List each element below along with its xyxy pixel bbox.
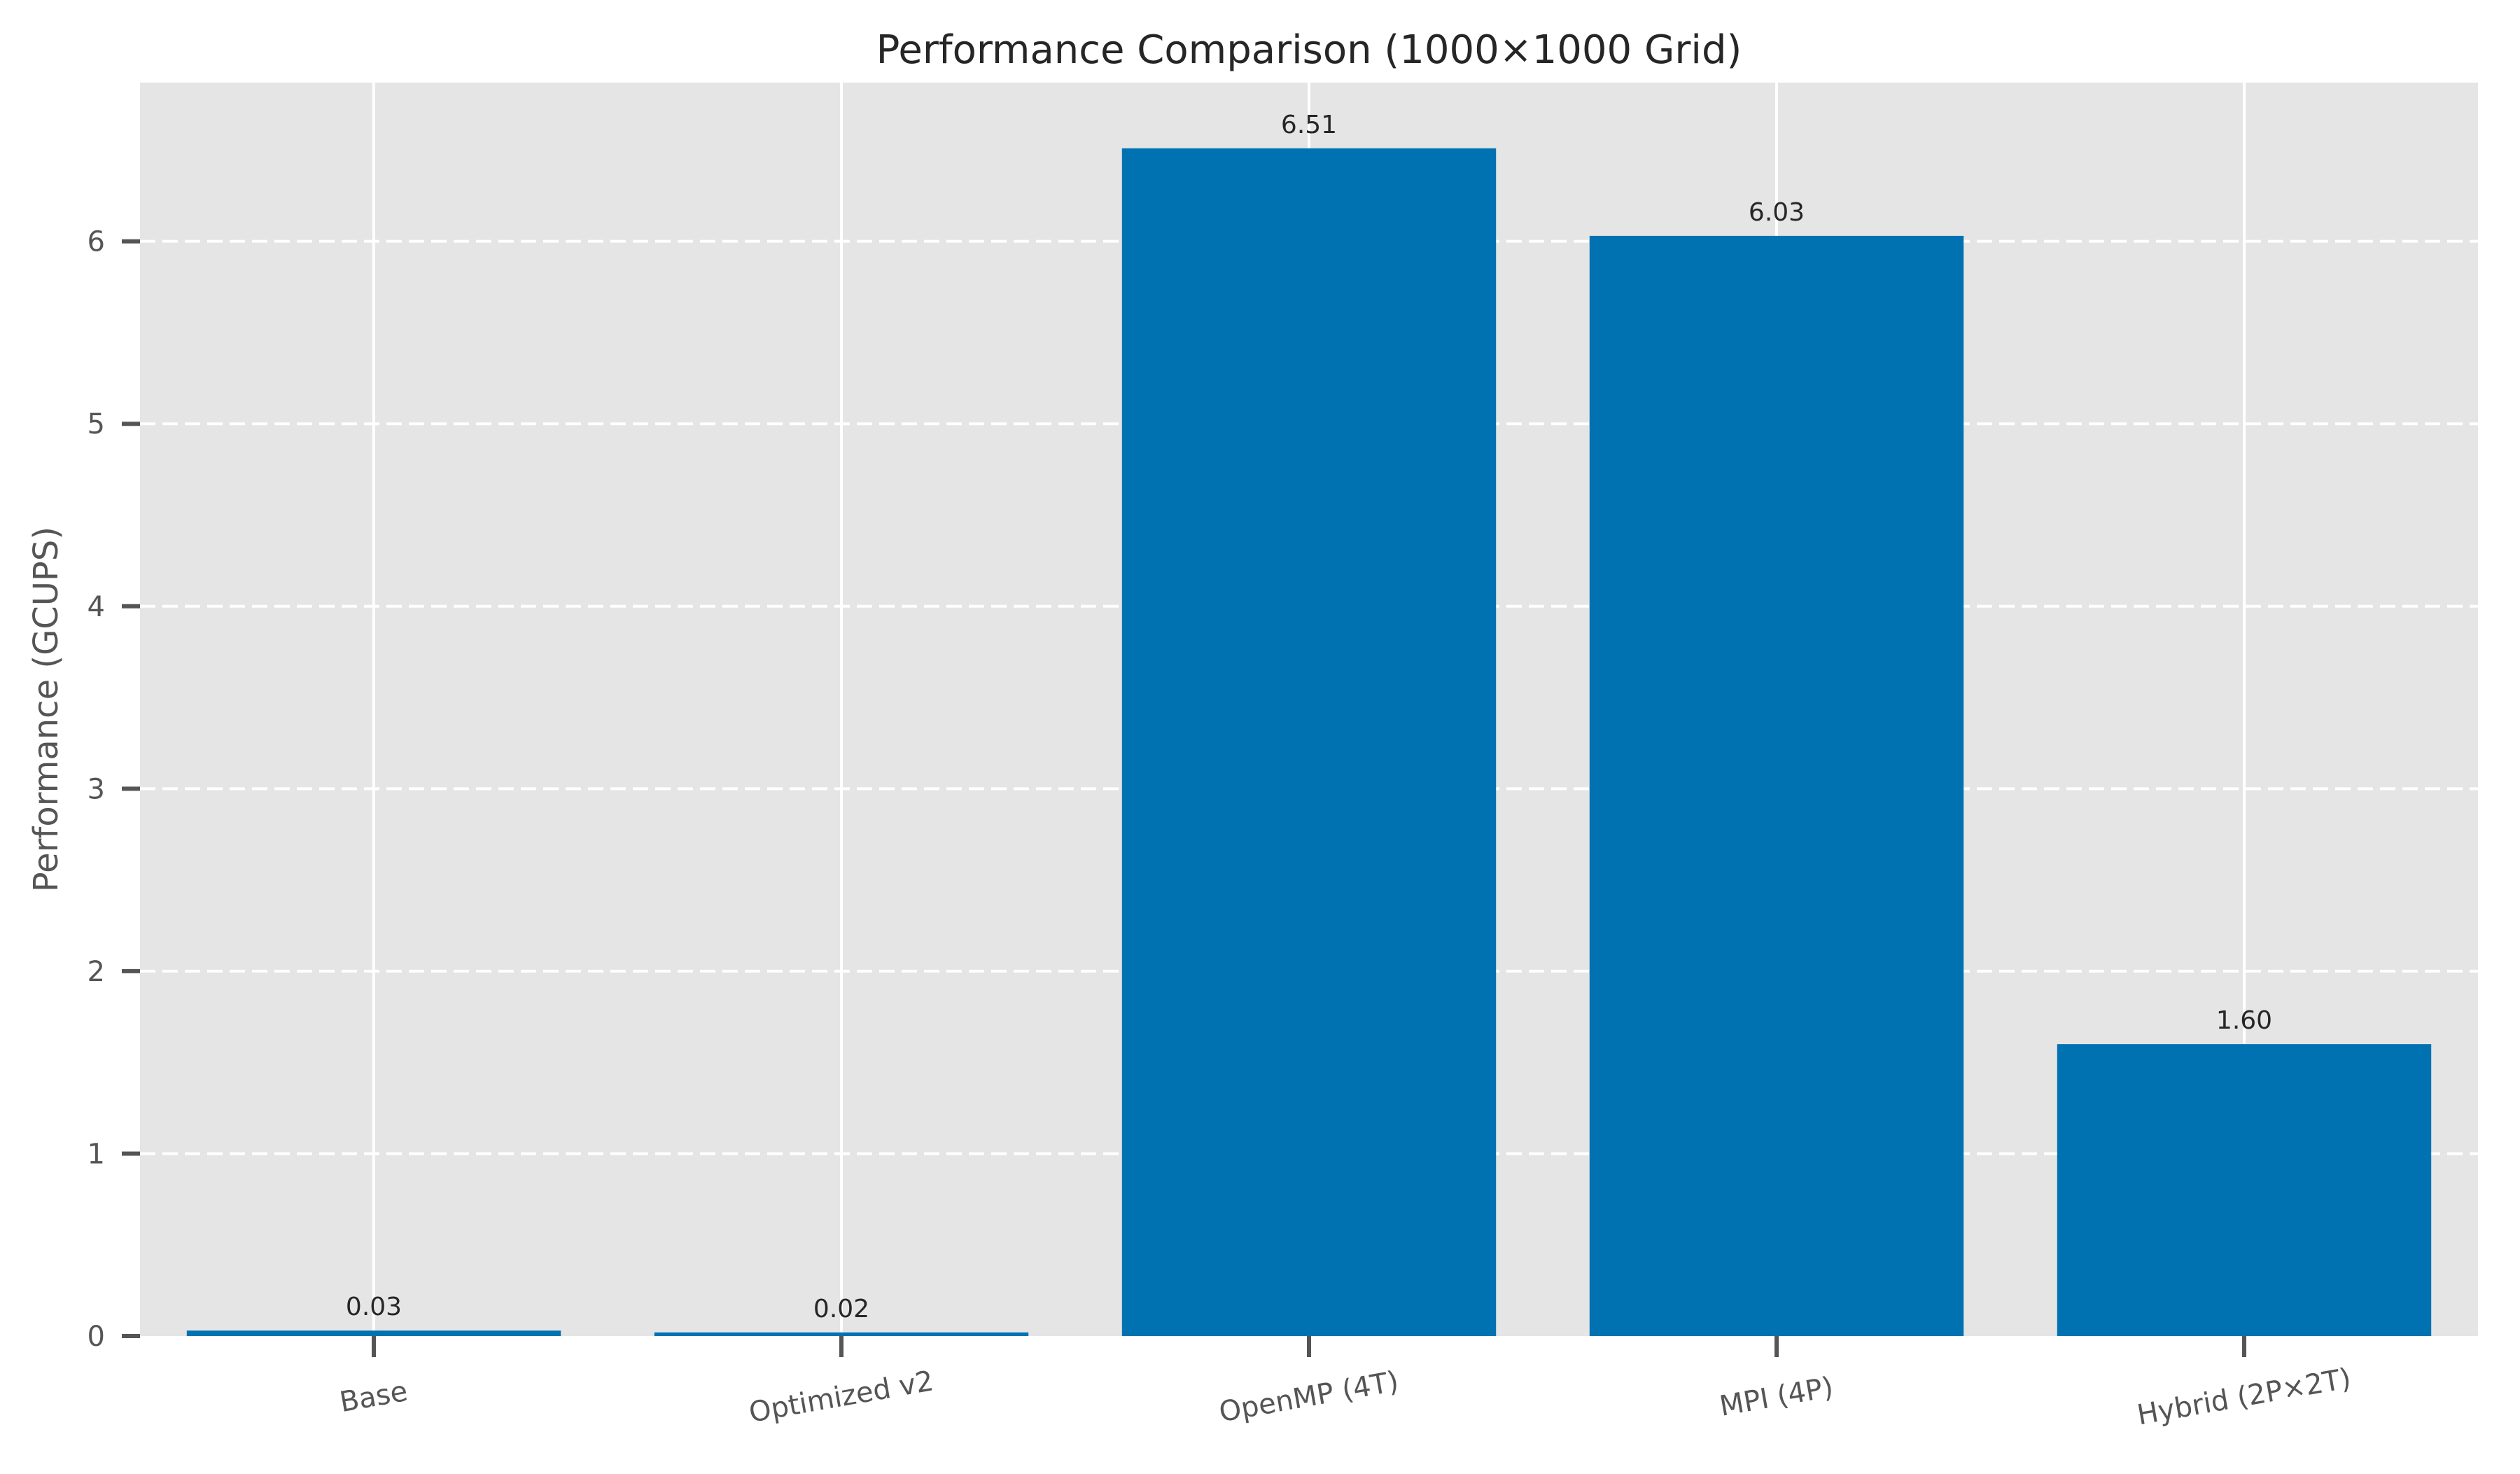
bar-value-label: 6.03 <box>1749 198 1805 227</box>
chart-title: Performance Comparison (1000×1000 Grid) <box>876 27 1742 73</box>
y-tick-label: 3 <box>88 773 105 805</box>
y-tick-label: 5 <box>88 408 105 440</box>
bar <box>186 1330 561 1336</box>
bars <box>186 148 2432 1337</box>
y-tick-label: 2 <box>88 956 105 988</box>
y-tick-label: 6 <box>88 226 105 258</box>
y-tick-label: 4 <box>88 591 105 623</box>
bar-value-label: 0.02 <box>813 1295 869 1323</box>
value-labels: 0.03 0.02 6.51 6.03 1.60 <box>346 111 2272 1323</box>
x-tick-label: Optimized v2 <box>747 1365 937 1429</box>
bar-value-label: 0.03 <box>346 1293 402 1321</box>
bar <box>1121 148 1497 1337</box>
x-tick-label: Base <box>337 1375 410 1419</box>
bar <box>654 1332 1029 1336</box>
x-tick-label: MPI (4P) <box>1717 1371 1835 1423</box>
y-axis-label: Performance (GCUPS) <box>27 527 66 892</box>
y-ticks: 0 1 2 3 4 5 6 <box>88 226 140 1353</box>
x-tick-label: Hybrid (2P×2T) <box>2135 1363 2353 1432</box>
x-ticks: Base Optimized v2 OpenMP (4T) MPI (4P) Hybri… <box>337 1336 2353 1431</box>
bar <box>1589 235 1964 1336</box>
x-tick-label: OpenMP (4T) <box>1217 1365 1401 1428</box>
y-tick-label: 1 <box>88 1138 105 1170</box>
y-tick-label: 0 <box>88 1321 105 1353</box>
bar-value-label: 1.60 <box>2216 1006 2272 1035</box>
bar <box>2057 1044 2432 1336</box>
bar-value-label: 6.51 <box>1281 111 1337 139</box>
